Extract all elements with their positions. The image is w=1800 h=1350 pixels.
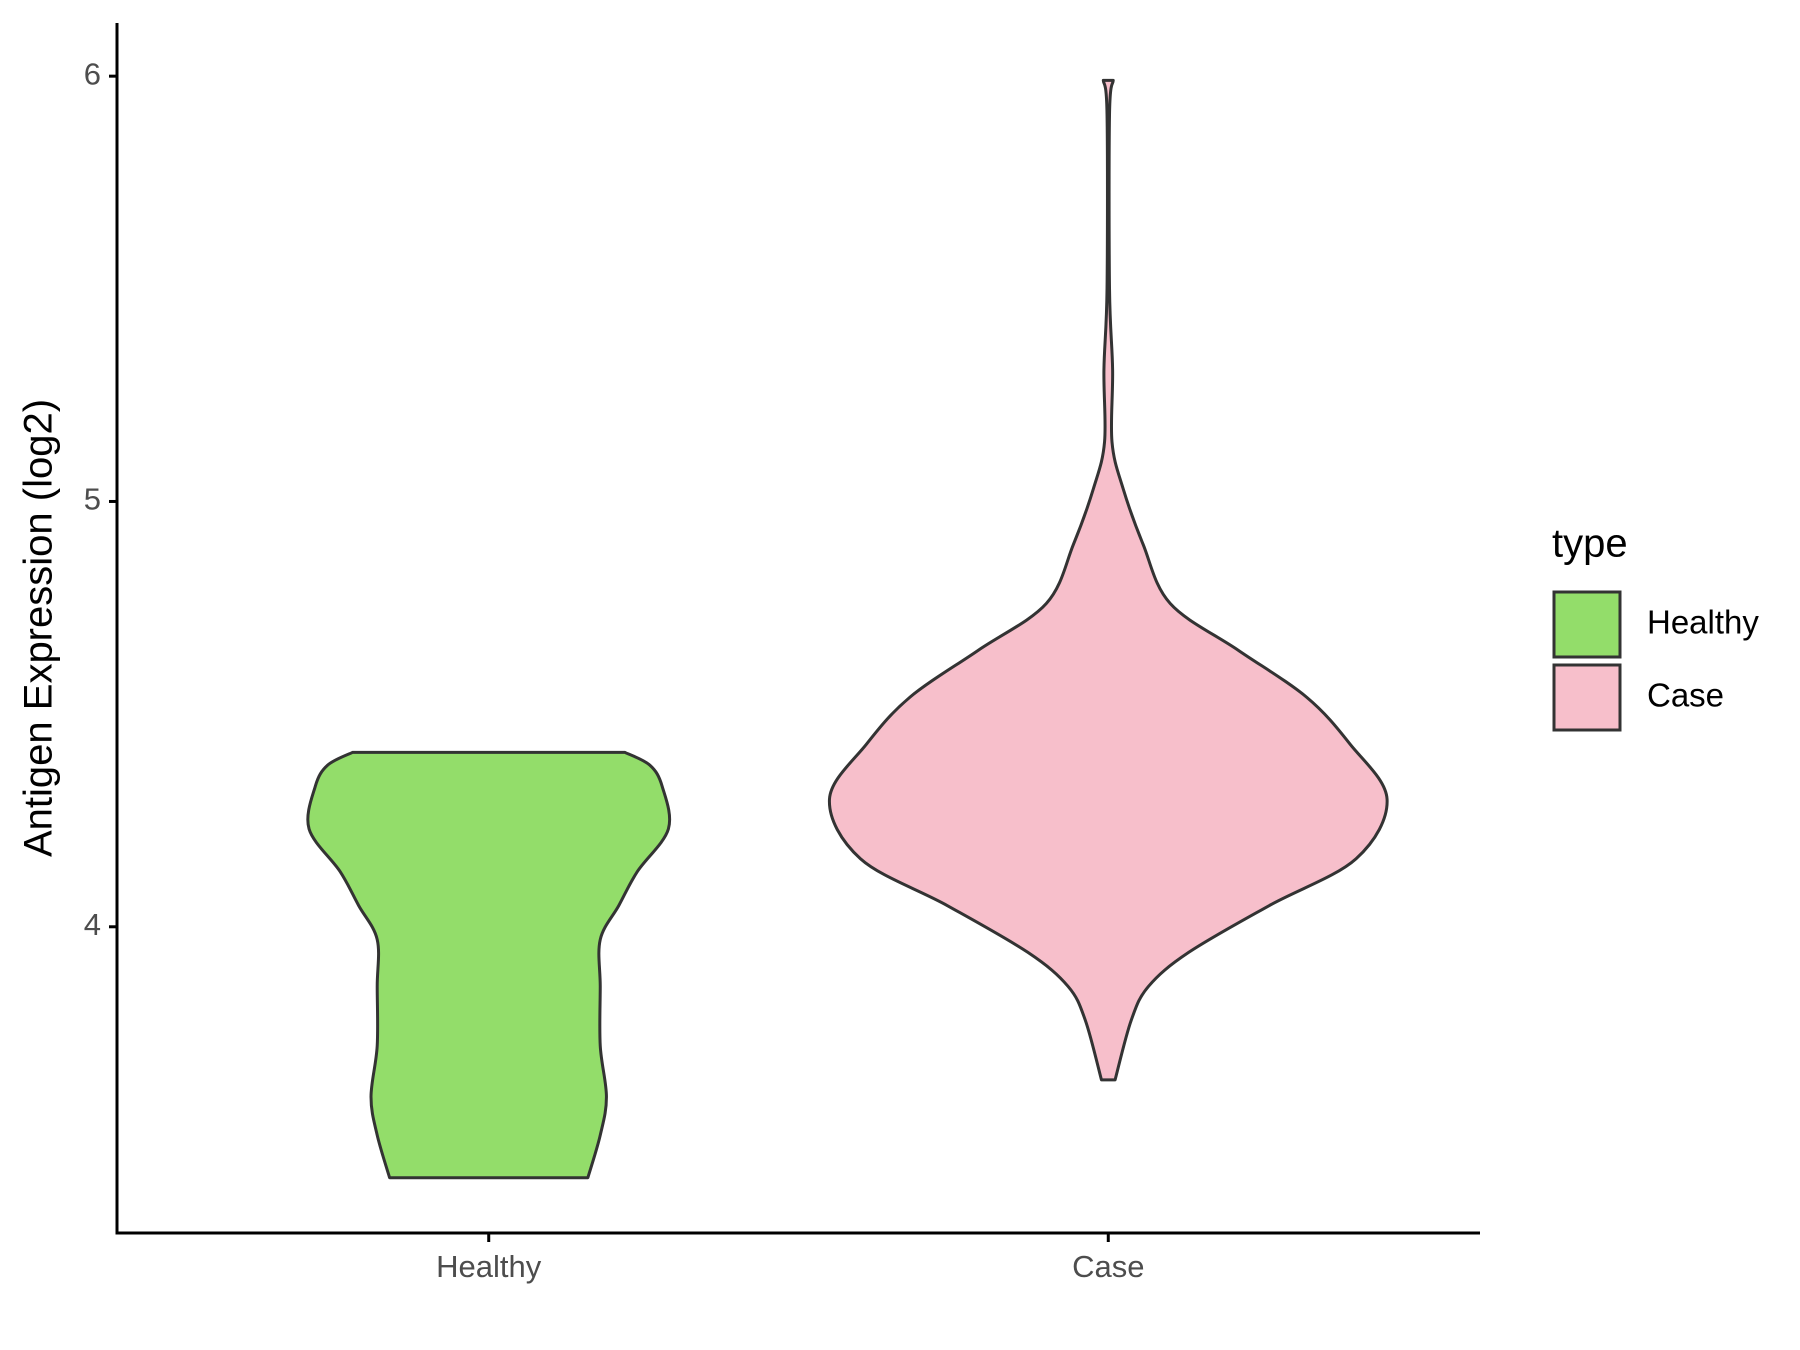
violin bbox=[827, 78, 1389, 1082]
x-tick-label: Healthy bbox=[436, 1249, 542, 1284]
y-tick-label: 4 bbox=[84, 907, 101, 942]
x-tick-label: Case bbox=[1072, 1249, 1144, 1284]
y-axis-label: Antigen Expression (log2) bbox=[17, 399, 61, 857]
legend-label: Healthy bbox=[1647, 604, 1759, 641]
legend-label: Case bbox=[1647, 677, 1724, 714]
legend-key bbox=[1552, 590, 1622, 659]
y-tick-label: 5 bbox=[84, 482, 101, 517]
legend-title: type bbox=[1552, 522, 1628, 566]
violin bbox=[306, 750, 672, 1180]
legend-key bbox=[1552, 663, 1622, 732]
y-tick-label: 6 bbox=[84, 56, 101, 91]
